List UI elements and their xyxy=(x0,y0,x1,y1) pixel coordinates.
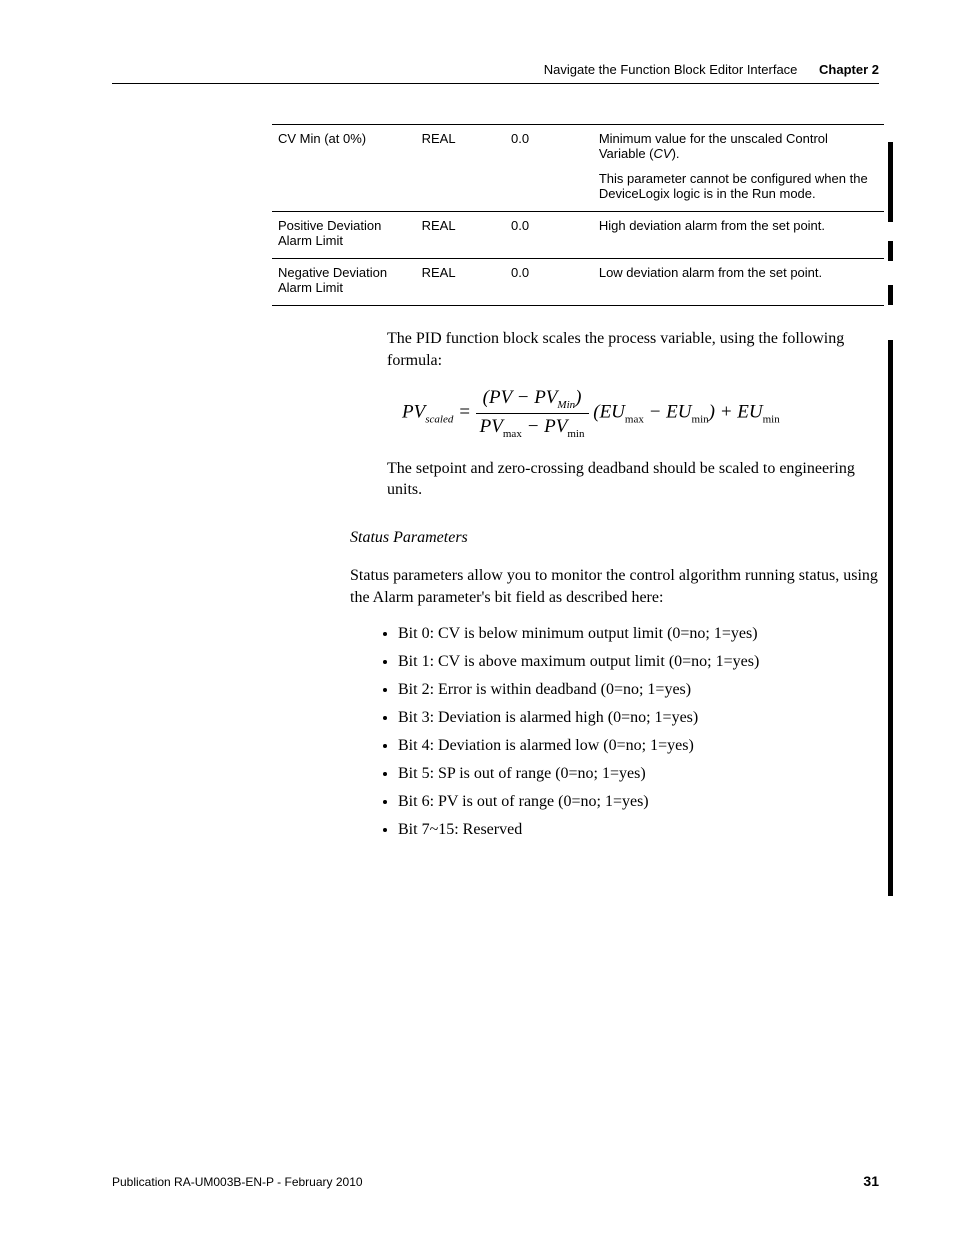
page: Navigate the Function Block Editor Inter… xyxy=(0,0,954,1235)
desc-text: Minimum value for the unscaled Control V… xyxy=(599,131,828,161)
desc-em: CV xyxy=(654,146,672,161)
param-desc: Low deviation alarm from the set point. xyxy=(593,259,884,306)
publication-id: Publication RA-UM003B-EN-P - February 20… xyxy=(112,1175,363,1189)
param-type: REAL xyxy=(416,259,505,306)
f: (EU xyxy=(589,402,625,423)
f: ) + EU xyxy=(709,402,763,423)
list-item: Bit 2: Error is within deadband (0=no; 1… xyxy=(398,680,879,700)
section-heading: Status Parameters xyxy=(350,529,879,547)
list-item: Bit 4: Deviation is alarmed low (0=no; 1… xyxy=(398,736,879,756)
param-name: Positive Deviation Alarm Limit xyxy=(272,212,416,259)
body-paragraph: Status parameters allow you to monitor t… xyxy=(350,565,879,608)
header-title: Navigate the Function Block Editor Inter… xyxy=(544,62,798,77)
f: scaled xyxy=(425,414,453,426)
page-header: Navigate the Function Block Editor Inter… xyxy=(112,62,879,77)
list-item: Bit 3: Deviation is alarmed high (0=no; … xyxy=(398,708,879,728)
f: min xyxy=(567,428,584,440)
desc-text: This parameter cannot be configured when… xyxy=(599,171,876,201)
change-bar xyxy=(888,142,893,222)
param-desc: High deviation alarm from the set point. xyxy=(593,212,884,259)
table-row: Negative Deviation Alarm Limit REAL 0.0 … xyxy=(272,259,884,306)
formula: PVscaled = (PV − PVMin)PVmax − PVmin (EU… xyxy=(402,387,879,440)
f: PV xyxy=(402,402,425,423)
change-bar xyxy=(888,285,893,305)
change-bar xyxy=(888,241,893,261)
f: max xyxy=(625,414,644,426)
param-type: REAL xyxy=(416,212,505,259)
bit-list: Bit 0: CV is below minimum output limit … xyxy=(380,624,879,840)
f: − PV xyxy=(522,416,568,437)
list-item: Bit 5: SP is out of range (0=no; 1=yes) xyxy=(398,764,879,784)
f: = xyxy=(453,402,475,423)
header-rule xyxy=(112,83,879,84)
table-row: Positive Deviation Alarm Limit REAL 0.0 … xyxy=(272,212,884,259)
f: − EU xyxy=(644,402,692,423)
table-row: CV Min (at 0%) REAL 0.0 Minimum value fo… xyxy=(272,125,884,212)
list-item: Bit 0: CV is below minimum output limit … xyxy=(398,624,879,644)
change-bar xyxy=(888,340,893,896)
header-chapter: Chapter 2 xyxy=(819,62,879,77)
f: min xyxy=(692,414,709,426)
list-item: Bit 7~15: Reserved xyxy=(398,820,879,840)
parameter-table: CV Min (at 0%) REAL 0.0 Minimum value fo… xyxy=(272,124,884,306)
f: ) xyxy=(575,387,581,408)
body-paragraph: The setpoint and zero-crossing deadband … xyxy=(387,458,879,501)
page-footer: Publication RA-UM003B-EN-P - February 20… xyxy=(112,1173,879,1189)
f: min xyxy=(763,414,780,426)
param-desc: Minimum value for the unscaled Control V… xyxy=(593,125,884,212)
f: max xyxy=(503,428,522,440)
param-name: CV Min (at 0%) xyxy=(272,125,416,212)
param-name: Negative Deviation Alarm Limit xyxy=(272,259,416,306)
body-paragraph: The PID function block scales the proces… xyxy=(387,328,879,371)
param-default: 0.0 xyxy=(505,259,593,306)
list-item: Bit 1: CV is above maximum output limit … xyxy=(398,652,879,672)
list-item: Bit 6: PV is out of range (0=no; 1=yes) xyxy=(398,792,879,812)
f: Min xyxy=(557,399,575,411)
param-default: 0.0 xyxy=(505,212,593,259)
desc-text: ). xyxy=(672,146,680,161)
f: (PV − PV xyxy=(483,387,558,408)
param-default: 0.0 xyxy=(505,125,593,212)
f: PV xyxy=(480,416,503,437)
fraction: (PV − PVMin) PVmax − PVmin xyxy=(476,387,589,440)
param-type: REAL xyxy=(416,125,505,212)
page-number: 31 xyxy=(863,1173,879,1189)
